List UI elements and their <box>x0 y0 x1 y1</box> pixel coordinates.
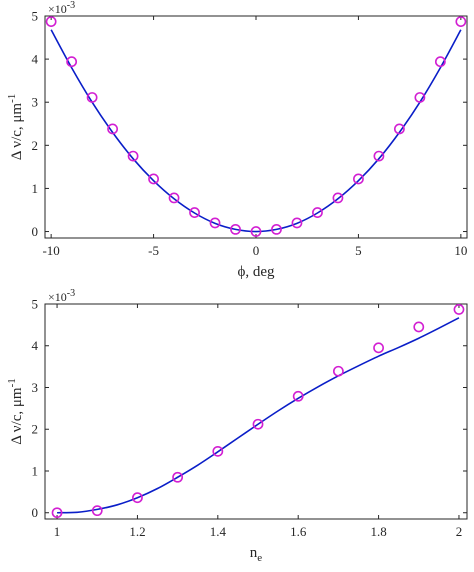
data-point <box>168 192 180 204</box>
x-tick-label: -5 <box>148 243 159 258</box>
x-axis-label: ne <box>250 545 263 564</box>
data-point <box>172 471 184 483</box>
data-point <box>393 123 405 135</box>
data-point <box>51 507 63 519</box>
fit-line <box>57 317 460 514</box>
y-exponent-label: ×10-3 <box>48 288 75 304</box>
data-point <box>107 123 119 135</box>
x-tick-label: 1 <box>54 524 61 539</box>
fit-line <box>50 29 462 233</box>
data-point <box>332 365 344 377</box>
x-tick-label: 1.4 <box>210 524 227 539</box>
data-point <box>148 173 159 185</box>
y-exponent-label: ×10-3 <box>48 0 75 16</box>
y-tick-label: 2 <box>32 422 39 437</box>
data-point <box>91 505 103 517</box>
data-point <box>414 92 426 103</box>
x-tick-label: 1.2 <box>129 524 145 539</box>
data-point <box>332 192 344 204</box>
y-tick-label: 0 <box>32 505 39 520</box>
data-point <box>373 342 384 354</box>
data-point <box>127 150 139 162</box>
data-point <box>250 226 262 237</box>
data-point <box>66 56 78 68</box>
data-point <box>271 223 282 235</box>
data-point <box>413 321 425 333</box>
data-point <box>45 16 57 28</box>
y-tick-label: 3 <box>32 380 39 395</box>
data-point <box>373 150 385 162</box>
data-point <box>252 418 264 430</box>
y-tick-label: 5 <box>32 9 39 24</box>
x-tick-label: -10 <box>42 243 59 258</box>
y-tick-label: 5 <box>32 297 39 312</box>
y-tick-label: 4 <box>32 338 39 353</box>
data-point <box>292 390 304 402</box>
data-point <box>209 217 221 229</box>
data-point <box>455 16 467 28</box>
data-point <box>353 173 364 185</box>
x-tick-label: 5 <box>355 243 362 258</box>
data-point <box>453 304 465 315</box>
x-tick-label: 1.8 <box>370 524 386 539</box>
y-tick-label: 1 <box>32 463 39 478</box>
x-tick-label: 1.6 <box>290 524 307 539</box>
plot-frame <box>44 303 468 520</box>
x-axis-label: ϕ, deg <box>237 264 275 280</box>
data-point <box>230 223 241 235</box>
data-point <box>312 207 323 218</box>
x-tick-label: 0 <box>253 243 260 258</box>
y-tick-label: 1 <box>32 181 39 196</box>
y-tick-label: 2 <box>32 138 39 153</box>
data-point <box>189 207 200 218</box>
y-axis-label: Δ ν/c, μm-1 <box>6 378 25 445</box>
data-point <box>86 92 98 103</box>
x-tick-label: 2 <box>456 524 463 539</box>
data-point <box>132 492 143 504</box>
y-tick-label: 0 <box>32 224 39 239</box>
data-point <box>434 56 446 68</box>
y-tick-label: 3 <box>32 95 39 110</box>
data-point <box>212 445 224 457</box>
data-point <box>291 217 303 229</box>
y-tick-label: 4 <box>32 52 39 67</box>
y-axis-label: Δ ν/c, μm-1 <box>6 94 25 161</box>
x-tick-label: 10 <box>454 243 467 258</box>
chart-panel-1: -10 -5 0 5 10 0 1 2 3 4 5 ×10-3 Δ ν/c, μm-1 ϕ, deg <box>6 0 468 280</box>
